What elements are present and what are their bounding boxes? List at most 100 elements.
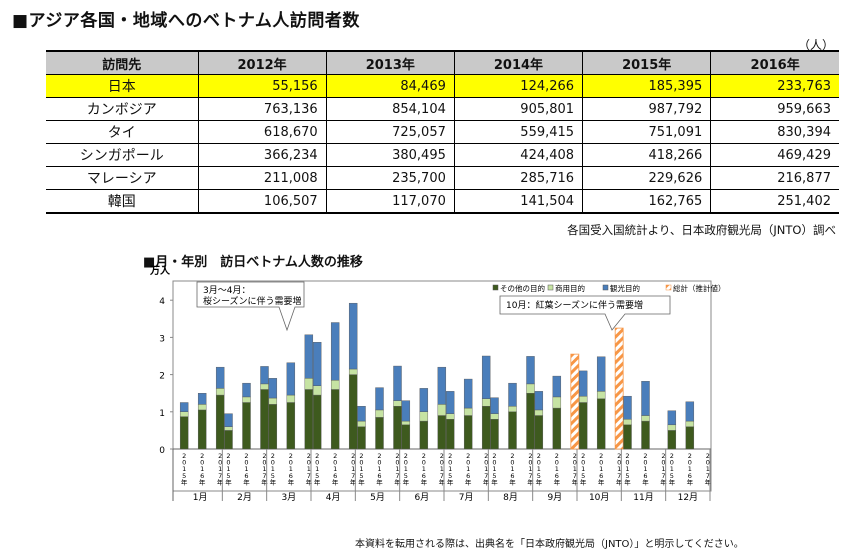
year-label-char: 1: [440, 465, 444, 473]
year-label-char: 7: [218, 472, 222, 480]
bar-business-purpose: [179, 411, 189, 417]
table-cell: 763,136: [197, 97, 327, 121]
bar-other-purpose: [463, 415, 473, 450]
bar-other-purpose: [445, 419, 455, 450]
year-label-char: 6: [422, 472, 426, 480]
year-label-char: 0: [395, 459, 399, 467]
year-label-char: 0: [625, 459, 629, 467]
row-label: タイ: [46, 120, 198, 144]
year-label-char: 1: [706, 465, 710, 473]
year-label-char: 2: [351, 452, 355, 460]
y-tick-label: 1: [159, 409, 165, 419]
annotation-autumn-leaves: [499, 295, 671, 331]
bar-tourism-purpose: [268, 378, 278, 399]
table-cell: 216,877: [710, 166, 839, 190]
bar-tourism-purpose: [393, 365, 402, 401]
bar-other-purpose: [357, 426, 366, 450]
year-label-char: 2: [661, 452, 665, 460]
year-label-char: 年: [572, 477, 579, 486]
bar-business-purpose: [393, 400, 402, 407]
table-cell: 229,626: [582, 166, 711, 190]
table-cell: 124,266: [453, 74, 583, 98]
bar-business-purpose: [481, 398, 491, 407]
year-label-char: 0: [289, 459, 293, 467]
year-label-char: 7: [573, 472, 577, 480]
year-label-char: 0: [706, 459, 710, 467]
bar-business-purpose: [312, 385, 322, 396]
year-label-char: 5: [271, 472, 275, 480]
legend-label: 観光目的: [610, 283, 640, 293]
bar-business-purpose: [286, 394, 296, 403]
year-label-char: 2: [581, 452, 585, 460]
column-header: 2012年: [197, 50, 327, 75]
bar-business-purpose: [304, 378, 314, 390]
bar-other-purpose: [596, 398, 606, 450]
bar-other-purpose: [197, 409, 207, 450]
bar-other-purpose: [437, 415, 447, 450]
bar-tourism-purpose: [623, 395, 632, 420]
table-cell: 285,716: [453, 166, 583, 190]
bar-tourism-purpose: [224, 413, 233, 427]
legend-label: 総計（推計値）: [673, 283, 726, 293]
month-label: 2月: [237, 492, 252, 503]
legend-swatch-other: [492, 284, 499, 291]
year-label-char: 1: [581, 465, 585, 473]
bar-business-purpose: [508, 406, 517, 413]
table-cell: 418,266: [582, 143, 711, 167]
year-label-char: 7: [484, 472, 488, 480]
year-label-char: 1: [617, 465, 621, 473]
year-label-char: 年: [243, 477, 250, 486]
year-label-char: 5: [226, 472, 230, 480]
month-label: 6月: [414, 492, 429, 503]
bar-tourism-purpose: [375, 387, 384, 411]
year-label-char: 年: [598, 477, 605, 486]
year-label-char: 0: [244, 459, 248, 467]
year-label-char: 0: [422, 459, 426, 467]
year-label-char: 1: [377, 465, 381, 473]
year-label-char: 年: [181, 477, 188, 486]
year-label-char: 6: [333, 472, 337, 480]
year-label-char: 年: [509, 477, 516, 486]
year-label-char: 2: [422, 452, 426, 460]
year-label-char: 年: [394, 477, 401, 486]
bar-business-purpose: [490, 413, 499, 420]
bar-other-purpose: [375, 417, 384, 450]
row-label: シンガポール: [46, 143, 198, 167]
bar-business-purpose: [534, 409, 544, 416]
table-row-japan: 日本 55,156 84,469 124,266 185,395 233,763: [46, 74, 839, 98]
year-label-char: 6: [244, 472, 248, 480]
table-cell: 117,070: [325, 189, 455, 214]
year-label-char: 2: [688, 452, 692, 460]
legend-swatch-tourism: [602, 284, 609, 291]
year-label-char: 6: [289, 472, 293, 480]
year-label-char: 年: [261, 477, 268, 486]
bar-business-purpose: [641, 415, 650, 422]
table-header-row: 訪問先 2012年 2013年 2014年 2015年 2016年: [46, 50, 839, 75]
year-label-char: 年: [288, 477, 295, 486]
bar-tourism-purpose: [437, 366, 447, 405]
table-cell: 618,670: [197, 120, 327, 144]
bar-other-purpose: [393, 406, 402, 450]
year-label-char: 年: [306, 477, 313, 486]
year-label-char: 0: [555, 459, 559, 467]
annotation-cherry-blossom: [196, 281, 305, 332]
bar-other-purpose: [304, 389, 314, 450]
year-label-char: 0: [404, 459, 408, 467]
legend-label: 商用目的: [555, 283, 585, 293]
year-label-char: 2: [244, 452, 248, 460]
column-header: 訪問先: [46, 50, 198, 75]
bar-other-purpose: [508, 411, 517, 450]
year-label-char: 2: [510, 452, 514, 460]
year-label-char: 2: [617, 452, 621, 460]
year-label-char: 1: [661, 465, 665, 473]
bar-other-purpose: [667, 430, 677, 450]
year-label-char: 2: [226, 452, 230, 460]
month-label: 9月: [547, 492, 562, 503]
year-label-char: 年: [439, 477, 446, 486]
year-label-char: 1: [333, 465, 337, 473]
year-label-char: 年: [270, 477, 277, 486]
bar-other-purpose: [552, 407, 562, 450]
year-label-char: 2: [643, 452, 647, 460]
year-label-char: 2: [271, 452, 275, 460]
year-label-char: 年: [314, 477, 321, 486]
